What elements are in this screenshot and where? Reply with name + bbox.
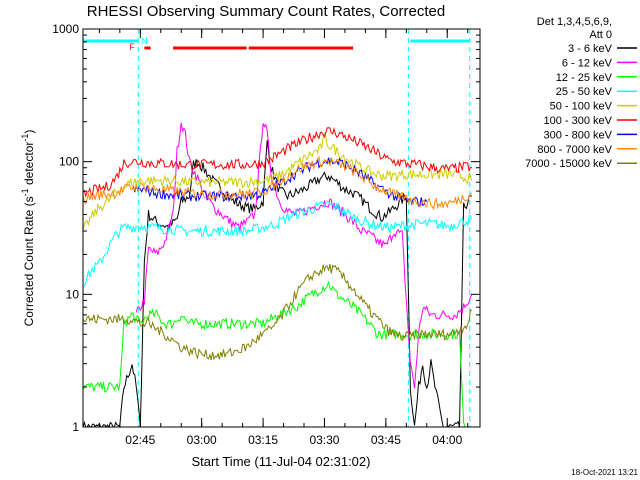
legend: 3 - 6 keV 6 - 12 keV 12 - 25 keV 25 - 50 ke… <box>525 43 637 170</box>
series-line-7 <box>82 155 473 211</box>
x-axis-label: Start Time (11-Jul-04 02:31:02) <box>192 454 371 469</box>
y-axis-label: Corrected Count Rate (s-1 detector-1) <box>20 130 36 327</box>
legend-label-4: 50 - 100 keV <box>550 101 613 113</box>
y-tick-label-2: 100 <box>59 155 79 169</box>
y-tick-label-3: 1000 <box>52 22 79 36</box>
plot-frame <box>82 28 481 428</box>
timestamp: 18-Oct-2021 13:21 <box>571 468 638 477</box>
x-tick-label-0: 02:45 <box>125 433 155 447</box>
legend-header-line-2: Att 0 <box>589 29 612 41</box>
x-tick-label-1: 03:00 <box>187 433 217 447</box>
y-tick-label-1: 10 <box>66 287 80 301</box>
x-tick-label-5: 04:00 <box>432 433 462 447</box>
series-line-3 <box>82 200 473 288</box>
flag-label-1: N <box>141 36 148 46</box>
x-tick-label-4: 03:45 <box>371 433 401 447</box>
legend-label-7: 800 - 7000 keV <box>537 144 612 156</box>
x-tick-label-3: 03:30 <box>309 433 339 447</box>
legend-label-6: 300 - 800 keV <box>544 129 613 141</box>
flag-label-0: F <box>129 42 135 52</box>
legend-label-3: 25 - 50 keV <box>556 86 613 98</box>
legend-header-line-1: Det 1,3,4,5,6,9, <box>537 16 612 28</box>
legend-label-2: 12 - 25 keV <box>556 72 613 84</box>
series-line-1 <box>135 122 473 389</box>
series-line-8 <box>82 263 473 361</box>
plot-area: FN <box>82 29 473 429</box>
legend-label-5: 100 - 300 keV <box>544 115 613 127</box>
chart-title: RHESSI Observing Summary Count Rates, Co… <box>87 3 445 20</box>
x-axis-ticks: 02:45 03:00 03:15 03:30 03:45 04:00 <box>98 29 469 447</box>
series-line-5 <box>82 126 472 199</box>
legend-label-0: 3 - 6 keV <box>568 43 613 55</box>
legend-label-8: 7000 - 15000 keV <box>525 158 613 170</box>
legend-label-1: 6 - 12 keV <box>562 57 613 69</box>
series-line-4 <box>82 132 473 231</box>
x-tick-label-2: 03:15 <box>248 433 278 447</box>
y-tick-label-0: 1 <box>72 420 79 434</box>
y-axis-ticks: 1 10 100 1000 <box>52 22 480 434</box>
